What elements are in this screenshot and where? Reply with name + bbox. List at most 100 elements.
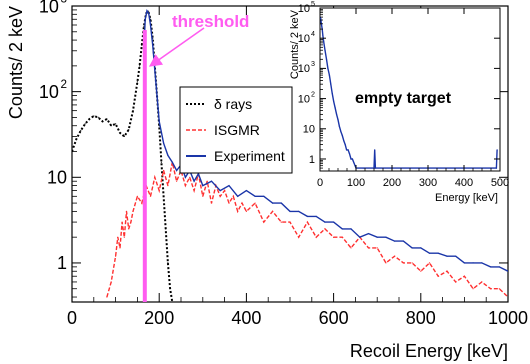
data-point-isgmr	[481, 281, 483, 283]
data-point-delta-rays	[110, 125, 112, 127]
data-point-experiment	[394, 240, 396, 242]
data-point-experiment	[333, 221, 335, 223]
main-y-tick-label: 1	[57, 253, 67, 273]
data-point-experiment	[228, 185, 230, 187]
data-point-experiment	[298, 210, 300, 212]
data-point-inset-spectrum	[362, 167, 364, 169]
data-point-isgmr	[130, 221, 132, 223]
data-point-isgmr	[402, 262, 404, 264]
inset-y-tick-label: 10	[298, 63, 310, 75]
data-point-experiment	[144, 18, 146, 20]
data-point-delta-rays	[169, 288, 171, 290]
data-point-delta-rays	[136, 81, 138, 83]
inset-y-tick-exponent: 5	[311, 0, 315, 8]
data-point-isgmr	[115, 255, 117, 257]
data-point-experiment	[167, 154, 169, 156]
data-point-isgmr	[341, 236, 343, 238]
data-point-isgmr	[272, 210, 274, 212]
data-point-inset-spectrum	[351, 158, 353, 160]
main-x-tick-label: 800	[406, 308, 436, 328]
data-point-delta-rays	[97, 116, 99, 118]
data-point-inset-spectrum	[333, 100, 335, 103]
data-point-experiment	[148, 12, 150, 14]
data-point-inset-spectrum	[320, 17, 322, 20]
data-point-experiment	[455, 255, 457, 257]
data-point-isgmr	[315, 236, 317, 238]
data-point-inset-spectrum	[374, 167, 376, 169]
data-point-delta-rays	[163, 195, 165, 197]
data-point-isgmr	[121, 221, 123, 223]
inset-y-tick-label: 10	[298, 3, 310, 15]
data-point-isgmr	[119, 247, 121, 249]
inset-x-tick-label: 100	[347, 177, 365, 189]
data-point-isgmr	[490, 288, 492, 290]
data-point-isgmr	[237, 210, 239, 212]
data-point-experiment	[359, 236, 361, 238]
data-point-isgmr	[324, 228, 326, 230]
inset-y-tick-exponent: 4	[311, 30, 315, 38]
data-point-isgmr	[224, 190, 226, 192]
main-x-tick-label: 0	[67, 308, 77, 328]
data-point-isgmr	[149, 195, 152, 197]
data-point-delta-rays	[84, 123, 86, 125]
data-point-inset-spectrum	[347, 149, 349, 151]
data-point-experiment	[481, 262, 483, 264]
data-point-experiment	[156, 95, 158, 97]
data-point-experiment	[237, 195, 239, 197]
data-point-isgmr	[106, 296, 108, 298]
series-line-delta-rays	[72, 9, 174, 302]
data-point-inset-spectrum	[323, 40, 325, 42]
data-point-inset-spectrum	[343, 140, 345, 142]
threshold-arrow	[148, 27, 205, 67]
data-point-delta-rays	[165, 228, 167, 230]
data-point-isgmr	[254, 202, 256, 204]
inset-y-tick-exponent: 2	[311, 90, 315, 98]
legend-item-delta-rays: δ rays	[186, 96, 252, 112]
data-point-delta-rays	[128, 129, 130, 131]
data-point-isgmr	[117, 236, 119, 238]
data-point-experiment	[272, 202, 274, 204]
data-point-delta-rays	[80, 130, 82, 132]
data-point-isgmr	[176, 180, 178, 182]
data-point-inset-spectrum	[334, 107, 336, 109]
data-point-inset-spectrum	[330, 83, 332, 85]
legend-label-delta-rays: δ rays	[214, 96, 252, 112]
data-point-inset-spectrum	[322, 35, 324, 37]
inset-y-tick-label: 10	[303, 124, 315, 136]
data-point-delta-rays	[123, 135, 125, 137]
data-point-isgmr	[394, 255, 396, 257]
data-point-isgmr	[163, 169, 165, 172]
data-point-delta-rays	[75, 138, 77, 140]
data-point-isgmr	[132, 210, 134, 212]
data-point-isgmr	[245, 210, 247, 212]
data-point-delta-rays	[167, 262, 169, 264]
legend-item-experiment: Experiment	[186, 148, 285, 164]
data-point-experiment	[210, 180, 213, 182]
data-point-isgmr	[154, 176, 156, 178]
data-point-delta-rays	[171, 301, 173, 302]
data-point-experiment	[176, 169, 178, 172]
data-point-experiment	[245, 190, 247, 192]
data-point-experiment	[472, 262, 474, 264]
series-line-experiment	[143, 9, 508, 272]
main-y-tick-exponent: 3	[60, 0, 67, 5]
data-point-inset-spectrum	[338, 125, 340, 127]
data-point-experiment	[154, 69, 156, 71]
data-point-isgmr	[219, 195, 221, 197]
inset-x-tick-label: 200	[383, 177, 401, 189]
data-point-isgmr	[367, 247, 370, 249]
data-point-experiment	[498, 266, 500, 268]
data-point-isgmr	[333, 236, 335, 238]
data-point-experiment	[315, 215, 317, 217]
data-point-inset-spectrum	[324, 49, 326, 51]
data-point-experiment	[385, 236, 387, 238]
data-point-inset-spectrum	[344, 144, 346, 146]
data-point-experiment	[411, 247, 413, 249]
data-point-isgmr	[463, 275, 465, 277]
inset-x-tick-label: 400	[455, 177, 473, 189]
data-point-experiment	[376, 236, 378, 238]
data-point-isgmr	[206, 180, 208, 182]
data-point-delta-rays	[160, 161, 162, 163]
data-point-delta-rays	[139, 65, 141, 67]
